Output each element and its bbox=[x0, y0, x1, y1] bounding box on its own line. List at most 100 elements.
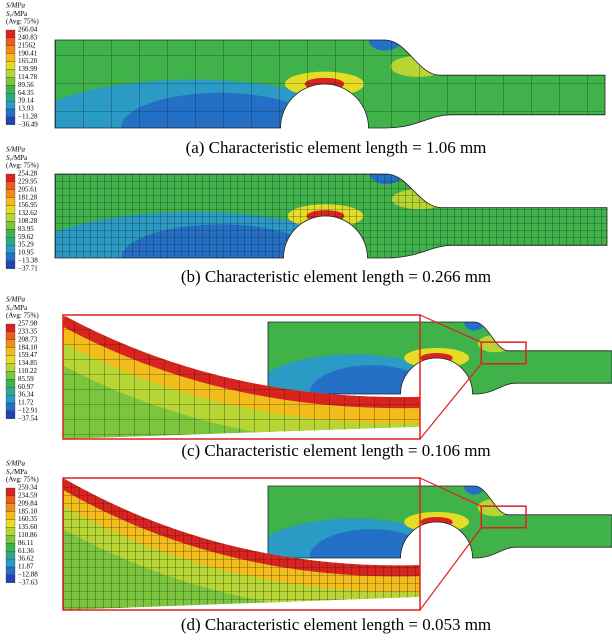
specimen-outline bbox=[267, 321, 612, 395]
contour bbox=[477, 334, 513, 353]
legend-swatch bbox=[5, 69, 16, 78]
legend-value: −36.49 bbox=[18, 120, 38, 128]
legend-swatch bbox=[5, 244, 16, 254]
legend-value: 190.41 bbox=[18, 49, 38, 57]
zoom-box bbox=[480, 505, 527, 529]
legend-swatch bbox=[5, 205, 16, 214]
legend-value: 160.35 bbox=[18, 515, 38, 523]
caption: (d) Characteristic element length = 0.05… bbox=[181, 615, 491, 634]
legend-swatch bbox=[5, 85, 16, 94]
contour bbox=[309, 365, 434, 394]
legend-value: 254.28 bbox=[18, 170, 38, 178]
legend-value: 61.36 bbox=[18, 547, 34, 555]
legend-value: 208.73 bbox=[18, 335, 38, 343]
legend-value: 89.56 bbox=[18, 81, 34, 89]
legend-swatch bbox=[5, 566, 16, 576]
legend-value: 240.83 bbox=[18, 34, 38, 42]
legend-value: 257.98 bbox=[18, 320, 38, 328]
legend-unit: /MPa bbox=[12, 10, 28, 18]
legend-value: −37.63 bbox=[18, 578, 38, 586]
legend-swatch bbox=[5, 535, 16, 544]
legend-title: S/MPa bbox=[6, 296, 26, 304]
legend-swatch bbox=[5, 511, 16, 520]
legend-symbol: S bbox=[6, 304, 10, 312]
legend-value: 233.35 bbox=[18, 328, 38, 336]
legend-swatch bbox=[5, 543, 16, 552]
legend-value: 36.34 bbox=[18, 391, 34, 399]
legend-value: −37.71 bbox=[18, 264, 38, 272]
legend-note: (Avg: 75%) bbox=[6, 476, 39, 484]
zoom-frame bbox=[62, 477, 421, 611]
legend-value: 181.28 bbox=[18, 193, 38, 201]
contour bbox=[464, 322, 485, 331]
legend-swatch bbox=[5, 189, 16, 198]
legend-value: 114.78 bbox=[18, 73, 37, 81]
legend-value: 132.62 bbox=[18, 209, 38, 217]
zoom-connector bbox=[419, 477, 482, 507]
legend-swatch bbox=[5, 487, 16, 497]
legend-value: 108.28 bbox=[18, 217, 38, 225]
legend-note: (Avg: 75%) bbox=[6, 162, 39, 170]
contour bbox=[464, 486, 485, 495]
legend-swatch bbox=[5, 260, 16, 269]
legend-unit: /MPa bbox=[12, 304, 28, 312]
legend-swatch bbox=[5, 527, 16, 536]
legend-swatch bbox=[5, 495, 16, 504]
legend-value: 234.59 bbox=[18, 492, 38, 500]
legend-value: 85.59 bbox=[18, 375, 34, 383]
legend-swatch bbox=[5, 53, 16, 62]
legend-value: 86.11 bbox=[18, 539, 34, 547]
legend-title: Sv/MPa bbox=[6, 468, 28, 478]
legend-value: 21562 bbox=[18, 41, 36, 49]
legend-value: 36.62 bbox=[18, 555, 34, 563]
legend-swatch bbox=[5, 93, 16, 102]
legend-swatch bbox=[5, 551, 16, 560]
legend-swatch bbox=[5, 355, 16, 364]
legend-value: 39.14 bbox=[18, 97, 34, 105]
legend-swatch bbox=[5, 363, 16, 372]
legend-sub: v bbox=[10, 308, 13, 313]
legend-swatch bbox=[5, 221, 16, 230]
legend-value: 139.99 bbox=[18, 65, 38, 73]
caption: (c) Characteristic element length = 0.10… bbox=[181, 441, 490, 460]
legend-value: 205.61 bbox=[18, 185, 38, 193]
legend-value: 110.22 bbox=[18, 367, 37, 375]
legend-title: S/MPa bbox=[6, 2, 26, 10]
legend-swatch bbox=[5, 402, 16, 412]
legend-value: 59.62 bbox=[18, 233, 34, 241]
caption: (b) Characteristic element length = 0.26… bbox=[181, 267, 491, 286]
legend-value: −12.88 bbox=[18, 571, 38, 579]
legend-swatch bbox=[5, 37, 16, 46]
legend-note: (Avg: 75%) bbox=[6, 312, 39, 320]
legend-swatch bbox=[5, 116, 16, 125]
legend-swatch bbox=[5, 237, 16, 246]
legend-value: −37.54 bbox=[18, 414, 38, 422]
legend-value: 184.10 bbox=[18, 343, 38, 351]
legend-value: 259.34 bbox=[18, 484, 38, 492]
specimen-outline bbox=[54, 39, 606, 129]
legend-swatch bbox=[5, 213, 16, 222]
legend-title: Sv/MPa bbox=[6, 304, 28, 314]
legend-symbol: S bbox=[6, 468, 10, 476]
legend-swatch bbox=[5, 323, 16, 333]
legend-value: 229.95 bbox=[18, 178, 38, 186]
legend-value: 135.60 bbox=[18, 523, 38, 531]
legend-swatch bbox=[5, 100, 16, 110]
contour bbox=[477, 498, 513, 517]
legend-title: S/MPa bbox=[6, 460, 26, 468]
legend-title: S/MPa bbox=[6, 146, 26, 154]
legend-sub: v bbox=[10, 472, 13, 477]
legend-title: Sv/MPa bbox=[6, 154, 28, 164]
legend-swatch bbox=[5, 347, 16, 356]
legend-sub: v bbox=[10, 14, 13, 19]
legend-title: Sv/MPa bbox=[6, 10, 28, 20]
legend-value: −11.28 bbox=[18, 113, 38, 121]
zoom-box bbox=[480, 341, 527, 365]
legend-value: −13.38 bbox=[18, 257, 38, 265]
legend-sub: v bbox=[10, 158, 13, 163]
legend-value: 11.87 bbox=[18, 563, 34, 571]
legend-value: 185.10 bbox=[18, 507, 38, 515]
legend-value: 10.95 bbox=[18, 249, 34, 257]
legend-swatch bbox=[5, 387, 16, 396]
